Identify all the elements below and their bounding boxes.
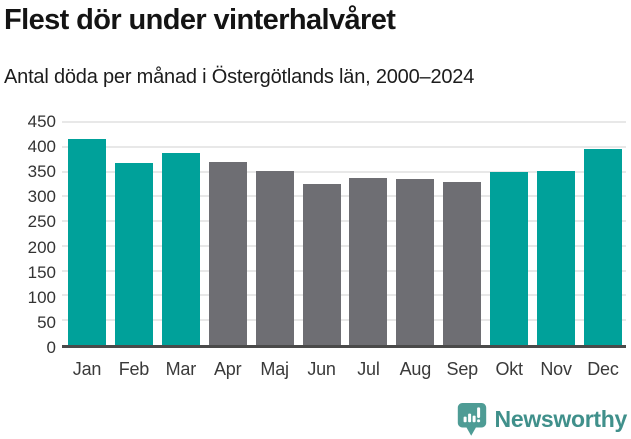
y-tick-label-300: 300: [27, 187, 56, 207]
y-tick-label-400: 400: [27, 137, 56, 157]
bar-sep: [443, 182, 482, 345]
x-tick-label-sep: Sep: [446, 359, 479, 379]
x-tick-label-nov: Nov: [540, 359, 572, 379]
y-tick-label-150: 150: [27, 262, 56, 282]
gridline-300: [62, 195, 626, 198]
bar-nov: [537, 171, 576, 345]
newsworthy-chart-bubble-icon: [457, 403, 486, 436]
x-tick-label-mar: Mar: [165, 359, 197, 379]
bar-jun: [302, 183, 341, 345]
x-tick-label-apr: Apr: [214, 359, 242, 379]
bars-group: [68, 122, 622, 345]
bar-aug: [396, 179, 435, 345]
gridline-150: [62, 269, 626, 272]
gridline-100: [62, 294, 626, 297]
x-tick-label-aug: Aug: [399, 359, 432, 379]
chart-title: Flest dör under vinterhalvåret: [4, 4, 396, 36]
y-tick-label-100: 100: [27, 287, 56, 307]
bar-feb: [114, 162, 153, 345]
chart-subtitle: Antal döda per månad i Östergötlands län…: [4, 66, 475, 88]
gridline-50: [62, 319, 626, 322]
plot-area: [62, 121, 626, 348]
bar-chart: 0 50 100 150 200 250 300 350 400 450: [0, 113, 631, 357]
x-tick-label-okt: Okt: [495, 359, 523, 379]
y-tick-label-50: 50: [37, 312, 56, 332]
y-tick-label-200: 200: [27, 237, 56, 257]
x-tick-label-maj: Maj: [260, 359, 289, 379]
bar-jan: [68, 139, 106, 345]
y-axis: 0 50 100 150 200 250 300 350 400 450: [0, 113, 56, 357]
bar-okt: [490, 172, 529, 345]
gridline-450: [62, 121, 626, 123]
bar-maj: [255, 170, 294, 345]
gridline-200: [62, 244, 626, 247]
gridline-250: [62, 220, 626, 223]
gridline-400: [62, 145, 626, 148]
bar-dec: [583, 148, 622, 345]
y-tick-label-0: 0: [46, 338, 56, 357]
x-tick-label-feb: Feb: [118, 359, 150, 379]
y-tick-label-250: 250: [27, 212, 56, 232]
gridline-350: [62, 170, 626, 173]
bar-apr: [208, 161, 247, 345]
x-tick-label-jul: Jul: [357, 359, 380, 379]
x-axis: Jan Feb Mar Apr Maj Jun Jul Aug Sep Okt Nov Dec: [68, 356, 622, 382]
bar-jul: [349, 178, 388, 345]
bar-mar: [161, 153, 200, 345]
newsworthy-logo[interactable]: Newsworthy: [457, 402, 627, 437]
x-tick-label-dec: Dec: [587, 359, 619, 379]
y-tick-label-350: 350: [27, 162, 56, 182]
newsworthy-brand-name: Newsworthy: [494, 406, 628, 432]
x-tick-label-jun: Jun: [307, 359, 336, 379]
x-tick-label-jan: Jan: [72, 359, 102, 379]
y-tick-label-450: 450: [27, 112, 56, 131]
